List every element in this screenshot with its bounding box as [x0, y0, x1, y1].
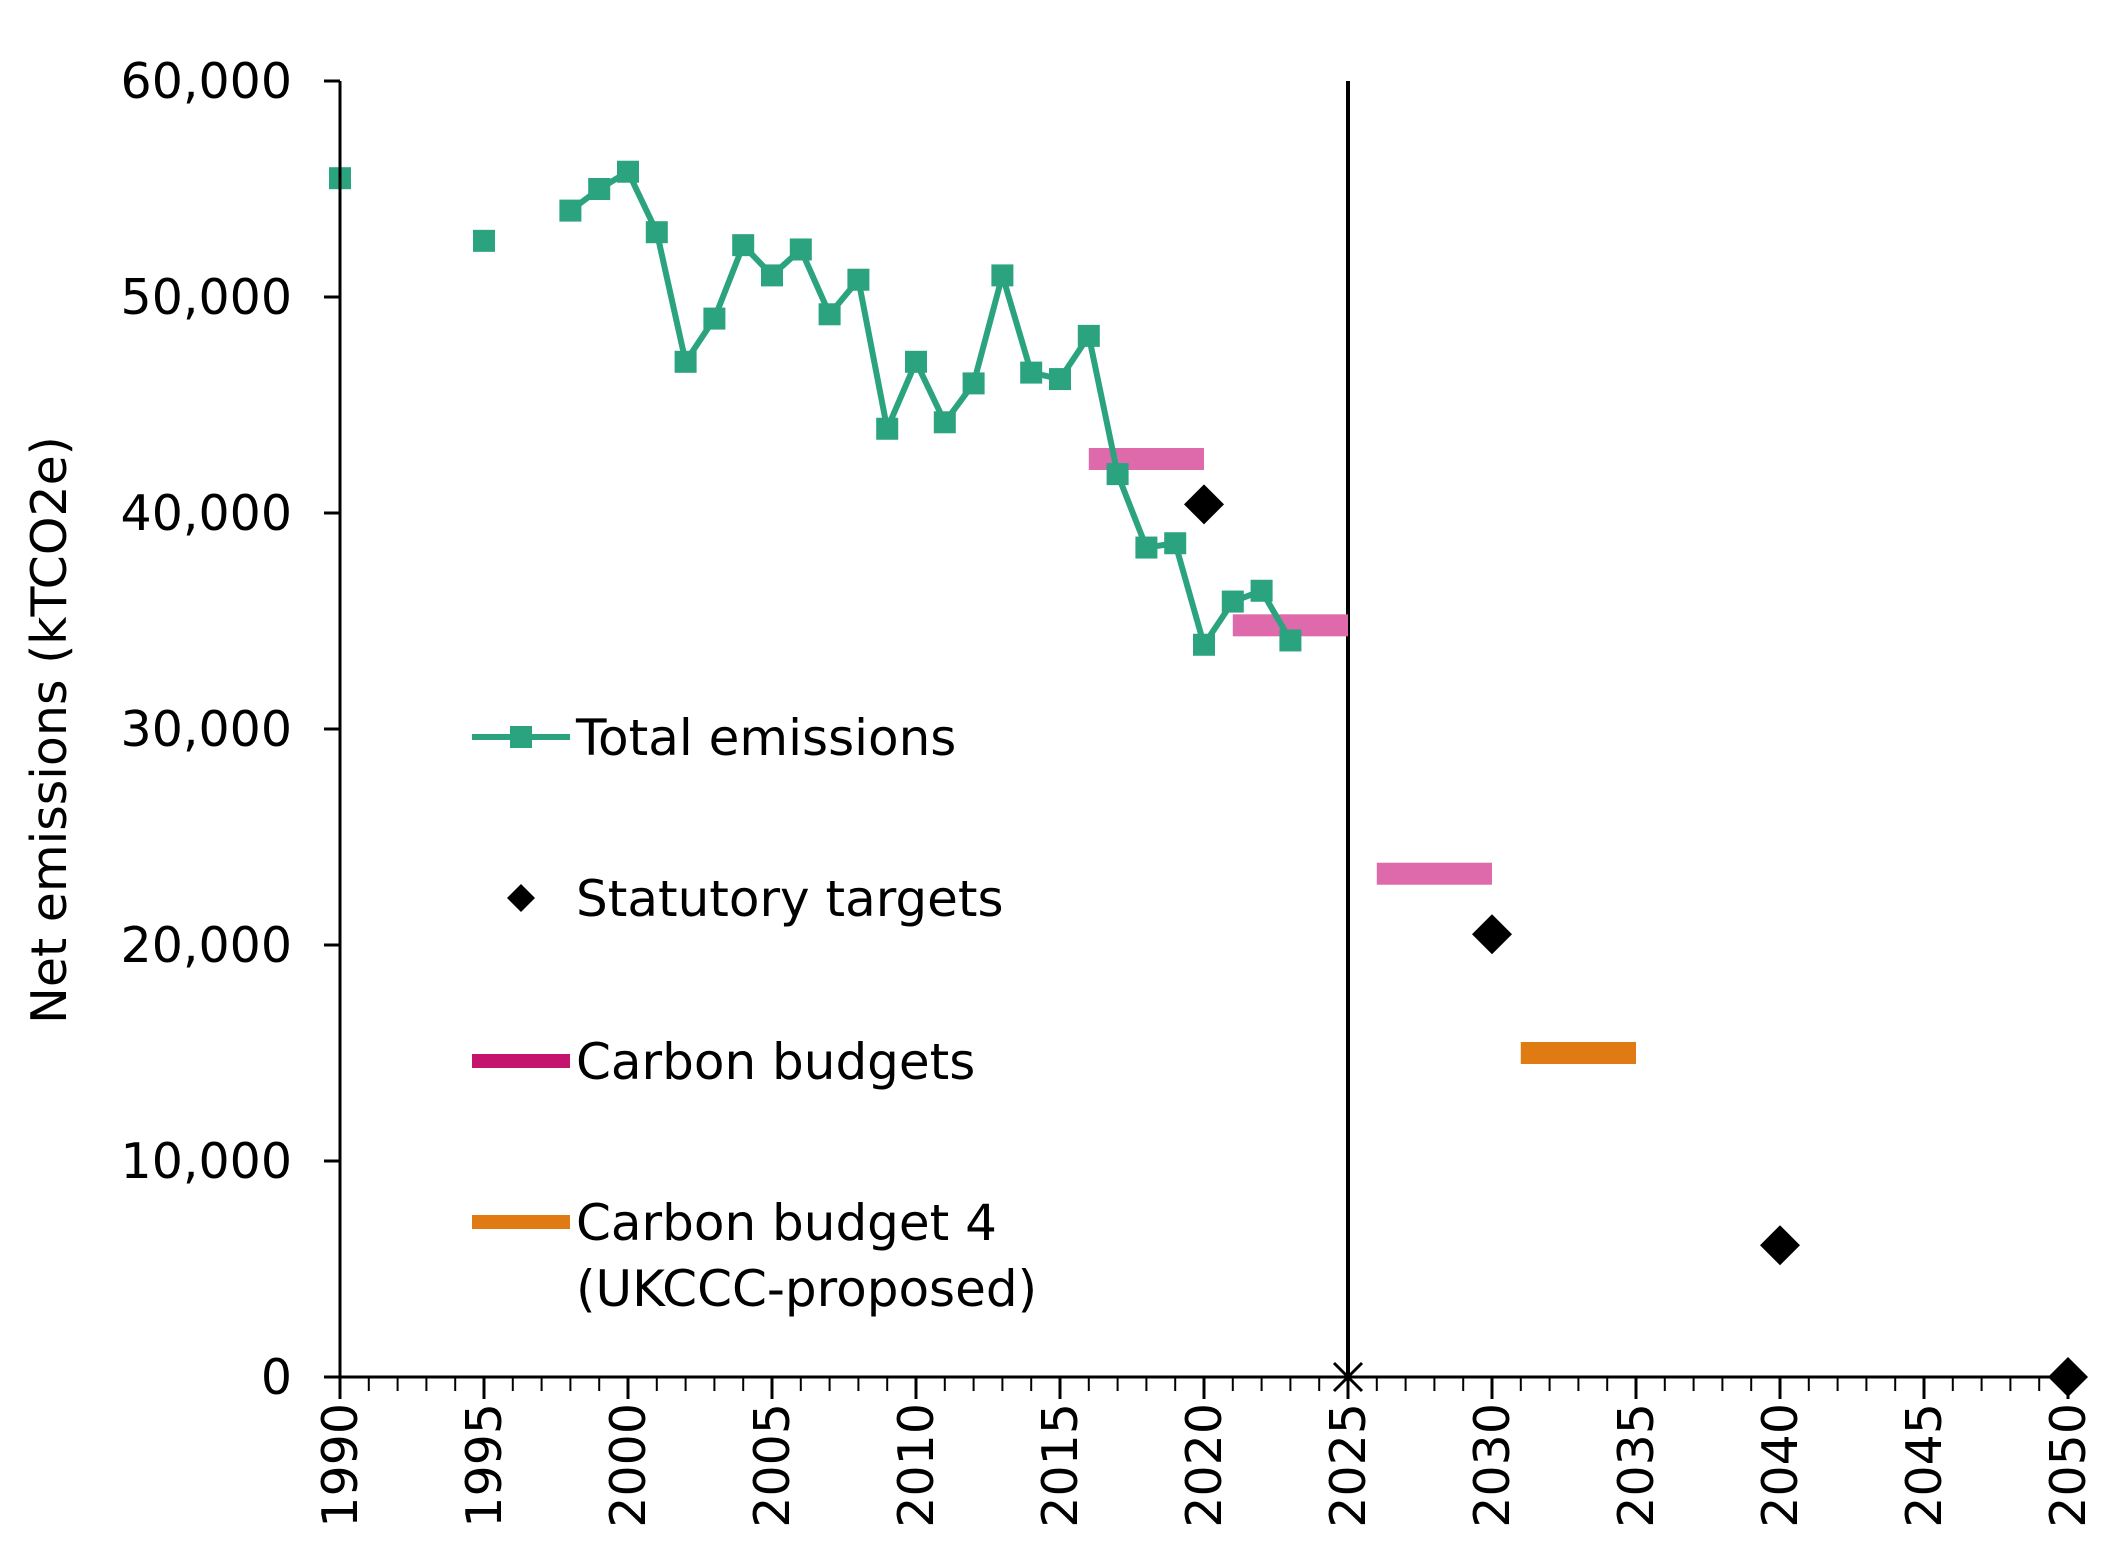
emissions-point	[991, 264, 1014, 287]
x-tick-label: 1990	[312, 1403, 369, 1528]
y-tick-label: 40,000	[121, 485, 292, 542]
legend-label: Total emissions	[575, 709, 956, 767]
y-tick-label: 10,000	[121, 1133, 292, 1190]
y-tick-label: 20,000	[121, 917, 292, 974]
legend-bar-swatch	[472, 1215, 570, 1229]
budget-bar	[1088, 448, 1204, 470]
x-tick-label: 1995	[456, 1403, 513, 1528]
emissions-point	[761, 264, 783, 287]
x-tick-label: 2000	[600, 1403, 657, 1528]
x-tick-label: 2030	[1464, 1403, 1521, 1528]
emissions-point	[703, 307, 726, 330]
emissions-point	[1077, 324, 1100, 347]
plot-area	[329, 81, 2088, 1397]
x-tick-label: 2035	[1608, 1403, 1665, 1528]
emissions-point	[789, 238, 812, 261]
legend-label: Carbon budgets	[576, 1033, 975, 1091]
x-tick-label: 2025	[1320, 1403, 1377, 1528]
emissions-point	[1049, 368, 1071, 391]
emissions-point	[645, 221, 668, 244]
x-tick-label: 2050	[2040, 1403, 2097, 1528]
emissions-point	[1020, 361, 1043, 384]
x-tick-label: 2020	[1176, 1403, 1233, 1528]
emissions-point	[1164, 532, 1187, 555]
emissions-point	[559, 199, 582, 222]
emissions-point	[1135, 536, 1158, 559]
legend-diamond-swatch	[507, 884, 535, 912]
y-tick-label: 30,000	[121, 701, 292, 758]
emissions-point	[847, 268, 870, 291]
emissions-point	[732, 234, 755, 257]
x-tick-label: 2005	[744, 1403, 801, 1528]
emissions-point	[588, 178, 611, 200]
emissions-point	[1279, 629, 1302, 652]
budget-bar	[1520, 1042, 1636, 1064]
emissions-point	[933, 411, 956, 434]
emissions-point	[617, 160, 639, 183]
emissions-point	[962, 372, 985, 395]
y-tick-label: 0	[261, 1349, 292, 1406]
emissions-point	[1221, 590, 1244, 613]
x-tick-label: 2040	[1752, 1403, 1809, 1528]
emissions-line	[568, 168, 1293, 648]
target-point	[1472, 914, 1512, 955]
legend: Total emissions Statutory targets Carbon b…	[472, 709, 1037, 1318]
legend-square-swatch	[510, 726, 532, 748]
target-point	[1184, 484, 1224, 525]
emissions-point	[674, 350, 697, 373]
x-tick-label: 2045	[1896, 1403, 1953, 1528]
emissions-point	[1250, 579, 1273, 602]
x-tick-label: 2015	[1032, 1403, 1089, 1528]
budget-bar	[1232, 614, 1348, 637]
x-tick-label: 2010	[888, 1403, 945, 1528]
emissions-point	[1106, 463, 1129, 486]
emissions-point	[905, 350, 927, 373]
axes: 0 10,000 20,000 30,000 40,000 50,000 60,000 199…	[21, 53, 2097, 1528]
legend-bar-swatch	[472, 1054, 570, 1068]
legend-label: Statutory targets	[576, 870, 1004, 928]
target-point	[1760, 1225, 1800, 1266]
emissions-point	[473, 229, 495, 252]
y-tick-label: 50,000	[121, 269, 292, 326]
legend-label: Carbon budget 4	[576, 1194, 997, 1252]
emissions-point	[876, 417, 899, 440]
emissions-point	[1193, 633, 1215, 656]
y-axis-title: Net emissions (kTCO2e)	[21, 436, 78, 1024]
legend-label: (UKCCC-proposed)	[576, 1260, 1037, 1318]
budget-bar	[1376, 862, 1492, 885]
y-tick-label: 60,000	[121, 53, 292, 110]
emissions-point	[818, 303, 841, 326]
